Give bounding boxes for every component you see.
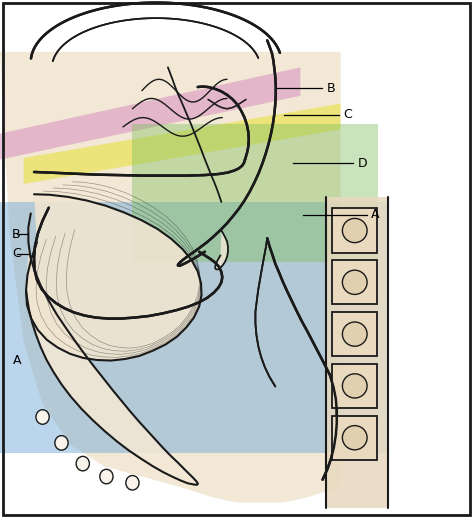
Ellipse shape bbox=[36, 410, 49, 424]
FancyBboxPatch shape bbox=[332, 260, 377, 304]
Text: D: D bbox=[358, 156, 367, 170]
Ellipse shape bbox=[342, 219, 367, 242]
Ellipse shape bbox=[55, 436, 68, 450]
Text: A: A bbox=[371, 208, 380, 222]
Polygon shape bbox=[215, 231, 228, 269]
Polygon shape bbox=[26, 194, 201, 361]
Ellipse shape bbox=[342, 270, 367, 294]
Text: B: B bbox=[12, 227, 20, 241]
Ellipse shape bbox=[342, 322, 367, 346]
FancyBboxPatch shape bbox=[332, 415, 377, 460]
Ellipse shape bbox=[342, 426, 367, 450]
Text: C: C bbox=[12, 247, 20, 261]
Ellipse shape bbox=[342, 374, 367, 398]
Ellipse shape bbox=[76, 456, 89, 471]
Ellipse shape bbox=[126, 476, 139, 490]
Text: A: A bbox=[13, 353, 22, 367]
FancyBboxPatch shape bbox=[332, 208, 377, 252]
Text: B: B bbox=[326, 81, 335, 95]
Ellipse shape bbox=[100, 469, 113, 484]
Polygon shape bbox=[0, 52, 341, 502]
FancyBboxPatch shape bbox=[332, 364, 377, 408]
Polygon shape bbox=[326, 197, 388, 508]
FancyBboxPatch shape bbox=[332, 312, 377, 356]
Polygon shape bbox=[24, 104, 341, 184]
Polygon shape bbox=[0, 202, 388, 453]
Text: C: C bbox=[343, 108, 352, 122]
Polygon shape bbox=[132, 124, 378, 262]
Polygon shape bbox=[0, 67, 300, 161]
Polygon shape bbox=[26, 213, 198, 485]
